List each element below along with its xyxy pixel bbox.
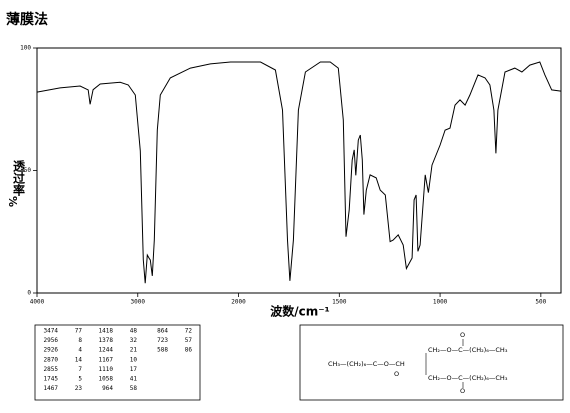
table-frame bbox=[34, 324, 201, 401]
peak-wavenumber: 2956 bbox=[44, 337, 59, 344]
structure-text: CH₃—(CH₂)₆—C—O—CH bbox=[328, 360, 405, 368]
plot-frame bbox=[36, 47, 562, 294]
peak-wavenumber: 1167 bbox=[99, 356, 114, 363]
peak-wavenumber: 1378 bbox=[99, 337, 114, 344]
structure-text: O bbox=[460, 387, 465, 395]
peak-transmittance: 77 bbox=[75, 328, 83, 335]
peak-transmittance: 48 bbox=[130, 328, 138, 335]
structure: CH₃—(CH₂)₆—C—O—CH O CH₂—O—C—(CH₂)₆—CH₃ O… bbox=[328, 331, 508, 395]
structure-text: CH₂—O—C—(CH₂)₆—CH₃ bbox=[428, 346, 508, 354]
peak-wavenumber: 1110 bbox=[99, 366, 114, 373]
peak-wavenumber: 2926 bbox=[44, 347, 59, 354]
peak-wavenumber: 2855 bbox=[44, 366, 59, 373]
peak-transmittance: 58 bbox=[130, 385, 138, 392]
peak-transmittance: 5 bbox=[78, 376, 82, 383]
structure-frame bbox=[299, 324, 564, 401]
peak-transmittance: 8 bbox=[78, 337, 82, 344]
peak-transmittance: 17 bbox=[130, 366, 138, 373]
peak-transmittance: 10 bbox=[130, 356, 138, 363]
structure-text: CH₂—O—C—(CH₂)₆—CH₃ bbox=[428, 374, 508, 382]
structure-text: O bbox=[394, 370, 399, 378]
x-label: 波数/cm⁻¹ bbox=[270, 304, 330, 319]
peak-wavenumber: 1467 bbox=[44, 385, 59, 392]
peak-wavenumber: 1745 bbox=[44, 376, 59, 383]
peak-transmittance: 14 bbox=[75, 356, 83, 363]
peak-wavenumber: 3474 bbox=[44, 328, 59, 335]
peak-wavenumber: 1244 bbox=[99, 347, 114, 354]
spectrum-line bbox=[36, 61, 561, 284]
peak-transmittance: 7 bbox=[78, 366, 82, 373]
peak-transmittance: 57 bbox=[185, 337, 193, 344]
y-tick-label: 0 bbox=[27, 290, 31, 297]
x-tick-label: 500 bbox=[535, 299, 546, 306]
peak-wavenumber: 588 bbox=[157, 347, 168, 354]
peak-transmittance: 86 bbox=[185, 347, 193, 354]
y-tick-label: 50 bbox=[24, 167, 32, 174]
peak-transmittance: 4 bbox=[78, 347, 82, 354]
peak-transmittance: 72 bbox=[185, 328, 193, 335]
structure-text: O bbox=[460, 331, 465, 339]
peak-transmittance: 21 bbox=[130, 347, 138, 354]
chart-title: 薄膜法 bbox=[6, 11, 48, 28]
peak-transmittance: 23 bbox=[75, 385, 83, 392]
peak-wavenumber: 723 bbox=[157, 337, 168, 344]
peak-transmittance: 41 bbox=[130, 376, 138, 383]
x-tick-label: 4000 bbox=[30, 299, 45, 306]
y-label: 透过率 bbox=[12, 160, 26, 197]
x-tick-label: 1000 bbox=[433, 299, 448, 306]
y-tick-label: 100 bbox=[20, 45, 31, 52]
x-tick-label: 2000 bbox=[231, 299, 246, 306]
peak-transmittance: 32 bbox=[130, 337, 138, 344]
x-tick-label: 1500 bbox=[332, 299, 347, 306]
peak-wavenumber: 1418 bbox=[99, 328, 114, 335]
x-tick-label: 3000 bbox=[131, 299, 146, 306]
y-unit: % bbox=[6, 196, 19, 207]
peak-wavenumber: 964 bbox=[102, 385, 113, 392]
peak-wavenumber: 864 bbox=[157, 328, 168, 335]
peak-wavenumber: 2870 bbox=[44, 356, 59, 363]
peak-wavenumber: 1058 bbox=[99, 376, 114, 383]
